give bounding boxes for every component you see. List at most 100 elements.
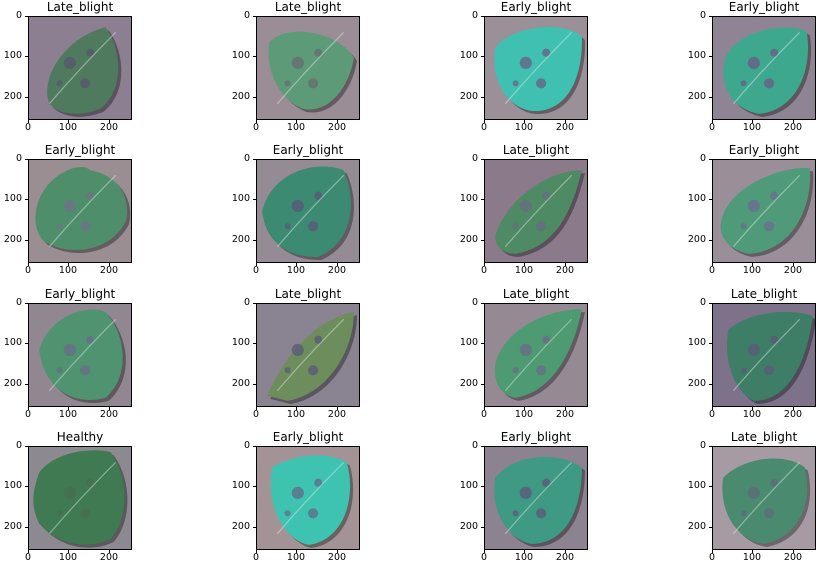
y-tick-label: 200	[3, 378, 22, 389]
y-tick-mark	[25, 16, 28, 17]
y-tick-label: 0	[243, 10, 250, 21]
y-tick-mark	[25, 240, 28, 241]
y-tick-mark	[25, 446, 28, 447]
leaf-image	[256, 16, 360, 120]
x-tick-mark	[337, 263, 338, 266]
image-panel: Early_blight 0 100 200 0 100 200	[688, 0, 816, 140]
image-panel: Early_blight 0 100 200 0 100 200	[688, 143, 816, 283]
y-tick-label: 0	[699, 297, 706, 308]
x-tick-label: 200	[99, 409, 119, 420]
y-tick-mark	[253, 56, 256, 57]
panel-title: Late_blight	[730, 430, 798, 444]
image-panel: Late_blight 0 100 200 0 100 200	[4, 0, 132, 140]
x-tick-mark	[712, 263, 713, 266]
y-tick-label: 100	[459, 337, 478, 348]
y-tick-label: 100	[3, 50, 22, 61]
y-tick-label: 200	[459, 521, 478, 532]
y-tick-label: 0	[15, 297, 22, 308]
y-tick-mark	[25, 303, 28, 304]
y-tick-label: 100	[231, 480, 250, 491]
image-panel: Early_blight 0 100 200 0 100 200	[460, 0, 588, 140]
panel-title: Early_blight	[500, 0, 572, 14]
image-panel: Late_blight 0 100 200 0 100 200	[460, 287, 588, 427]
x-tick-label: 0	[708, 122, 716, 133]
x-tick-mark	[296, 407, 297, 410]
panel-title: Late_blight	[274, 0, 342, 14]
y-tick-label: 0	[471, 153, 478, 164]
y-tick-label: 0	[15, 440, 22, 451]
y-tick-mark	[253, 16, 256, 17]
y-tick-mark	[481, 56, 484, 57]
y-tick-mark	[481, 527, 484, 528]
image-panel: Late_blight 0 100 200 0 100 200	[688, 287, 816, 427]
x-tick-mark	[752, 120, 753, 123]
y-tick-mark	[253, 97, 256, 98]
x-tick-label: 0	[252, 552, 260, 563]
x-tick-label: 100	[58, 122, 78, 133]
panel-title: Early_blight	[44, 287, 116, 301]
x-tick-label: 200	[783, 409, 803, 420]
x-tick-mark	[793, 407, 794, 410]
y-tick-mark	[709, 527, 712, 528]
y-tick-label: 100	[687, 480, 706, 491]
leaf-image	[28, 446, 132, 550]
y-tick-mark	[709, 199, 712, 200]
x-tick-mark	[337, 550, 338, 553]
y-tick-label: 0	[15, 153, 22, 164]
y-tick-label: 100	[459, 480, 478, 491]
x-tick-mark	[565, 120, 566, 123]
image-panel: Early_blight 0 100 200 0 100 200	[4, 287, 132, 427]
y-tick-mark	[253, 159, 256, 160]
x-tick-mark	[752, 263, 753, 266]
leaf-image	[484, 446, 588, 550]
y-tick-label: 200	[3, 521, 22, 532]
x-tick-mark	[256, 550, 257, 553]
x-tick-mark	[752, 407, 753, 410]
y-tick-mark	[709, 446, 712, 447]
y-tick-mark	[481, 159, 484, 160]
x-tick-label: 200	[99, 122, 119, 133]
panel-title: Early_blight	[500, 430, 572, 444]
x-tick-label: 0	[480, 265, 488, 276]
x-tick-label: 200	[555, 122, 575, 133]
y-tick-mark	[481, 240, 484, 241]
y-tick-mark	[481, 199, 484, 200]
x-tick-mark	[793, 263, 794, 266]
y-tick-mark	[25, 527, 28, 528]
y-tick-label: 0	[15, 10, 22, 21]
panel-title: Healthy	[56, 430, 104, 444]
leaf-image	[712, 446, 816, 550]
y-tick-mark	[481, 486, 484, 487]
x-tick-mark	[296, 550, 297, 553]
y-tick-label: 200	[3, 234, 22, 245]
y-tick-mark	[25, 56, 28, 57]
leaf-image	[484, 303, 588, 407]
panel-title: Late_blight	[46, 0, 114, 14]
x-tick-mark	[712, 550, 713, 553]
x-tick-label: 100	[742, 122, 762, 133]
x-tick-label: 200	[99, 265, 119, 276]
panel-title: Late_blight	[502, 287, 570, 301]
image-panel: Late_blight 0 100 200 0 100 200	[460, 143, 588, 283]
y-tick-mark	[253, 384, 256, 385]
y-tick-label: 200	[459, 91, 478, 102]
x-tick-label: 100	[514, 265, 534, 276]
y-tick-label: 200	[687, 378, 706, 389]
x-tick-label: 200	[783, 122, 803, 133]
y-tick-mark	[253, 303, 256, 304]
x-tick-mark	[793, 550, 794, 553]
y-tick-mark	[25, 97, 28, 98]
y-tick-mark	[709, 16, 712, 17]
y-tick-label: 100	[687, 50, 706, 61]
x-tick-label: 100	[286, 265, 306, 276]
y-tick-mark	[481, 384, 484, 385]
y-tick-mark	[253, 240, 256, 241]
image-panel: Early_blight 0 100 200 0 100 200	[232, 430, 360, 570]
x-tick-mark	[565, 263, 566, 266]
y-tick-mark	[709, 97, 712, 98]
y-tick-label: 200	[459, 378, 478, 389]
y-tick-label: 100	[3, 193, 22, 204]
x-tick-mark	[109, 407, 110, 410]
y-tick-label: 0	[243, 440, 250, 451]
x-tick-label: 0	[708, 265, 716, 276]
